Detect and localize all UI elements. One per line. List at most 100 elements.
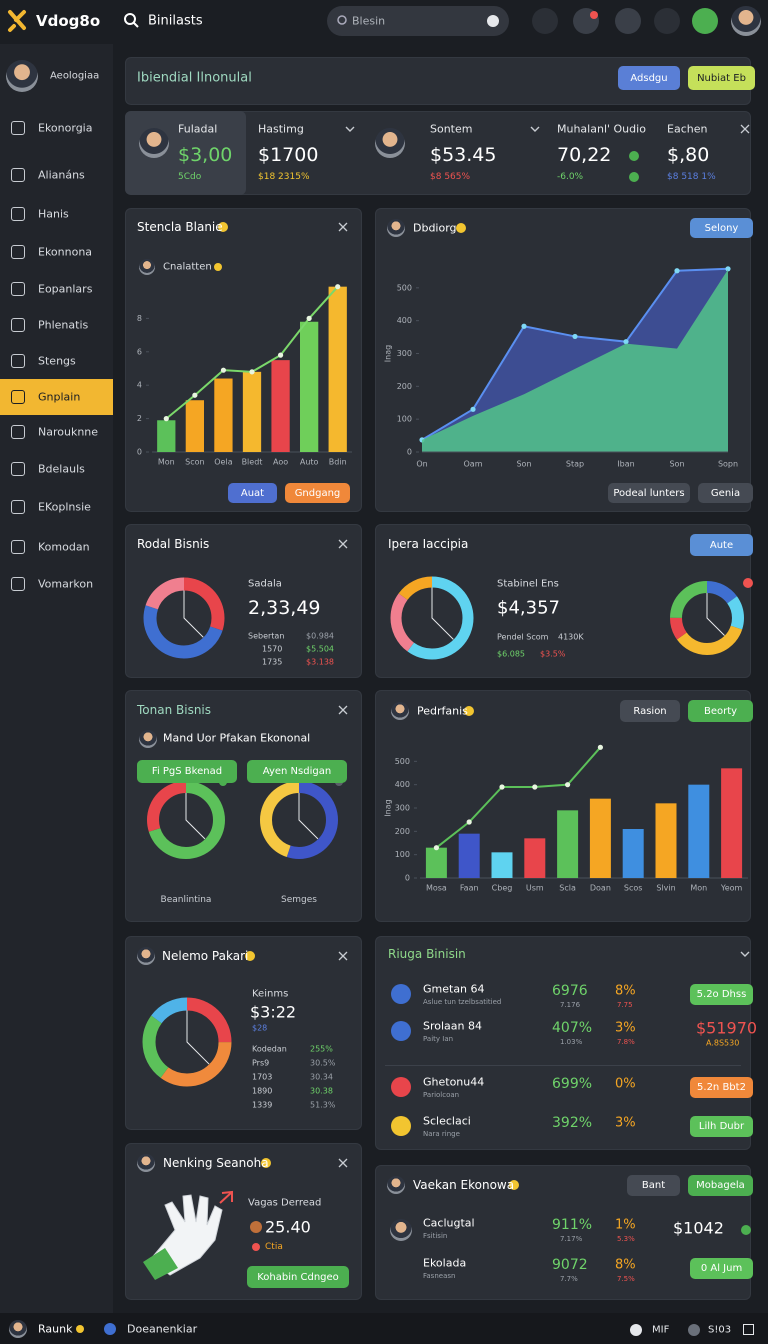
nav-item[interactable]: Stengs [38,354,76,368]
window-icon [743,1324,754,1335]
donut-divider [298,793,319,840]
row-share: 1% [615,1217,636,1233]
stat-value: $1700 [258,144,319,166]
nav-item[interactable]: Hanis [38,207,69,221]
button[interactable]: Nubiat Eb [688,66,755,90]
button[interactable]: Adsdgu [618,66,680,90]
y-tick-label: 2 [137,414,142,423]
metric-row-value: 30.34 [310,1072,333,1082]
button[interactable]: Ayen Nsdigan [247,760,347,783]
x-tick-label: Oam [464,460,483,469]
close-icon [338,951,348,961]
metric-value: $3:22 [250,1002,297,1022]
search-placeholder: Blesin [352,14,386,28]
row-sub: Fsitisin [423,1232,448,1240]
button[interactable]: Gndgang [285,483,350,503]
stat-change: -6.0% [557,172,584,182]
metric-label: Vagas Derread [248,1197,322,1209]
icon [245,951,255,961]
line-point [674,268,680,274]
x-tick-label: Scos [624,884,643,893]
button[interactable]: Podeal lunters [608,483,690,503]
nav-item[interactable]: Bdelauls [38,462,85,476]
button[interactable]: Selony [690,218,753,238]
x-tick-label: Mon [690,884,707,893]
avatar [391,702,409,720]
row-amount-sub: A.8S530 [706,1038,740,1048]
x-tick-label: Oela [214,458,232,467]
logo: Vdog8o [36,12,101,30]
button[interactable]: Beorty [688,700,753,722]
line-point [521,323,527,329]
button[interactable]: 0 Al Jum [690,1258,753,1279]
panel-title: Riuga Binisin [388,947,466,961]
nav-item[interactable]: Gnplain [38,390,81,404]
donut-divider [706,593,725,636]
metric-value: 2,33,49 [248,597,321,619]
button[interactable]: Mobagela [688,1175,753,1196]
nav-item[interactable]: Alianáns [38,168,85,182]
nav-item[interactable]: Eopanlars [38,282,93,296]
nav-icon [11,390,25,404]
nav-icon [11,425,25,439]
nav-item[interactable]: Komodan [38,540,90,554]
icon [104,1323,116,1335]
bar [458,833,480,878]
arrow-icon [219,1190,233,1204]
y-tick-label: 200 [395,827,410,836]
donut-divider [186,1010,210,1065]
row-share: 8% [615,983,636,999]
search-box[interactable] [327,6,509,36]
y-tick-label: 500 [395,757,410,766]
button[interactable]: Genia [698,483,753,503]
nav-item[interactable]: Ekonorgia [38,121,93,135]
button[interactable]: 5.2n Bbt2 [690,1077,753,1098]
header-title: Ibiendial Ilnonulal [137,70,252,86]
row-icon [391,1021,411,1041]
line-point [597,744,604,750]
panel-title: Dbdiorg [413,221,457,235]
button[interactable]: Aute [690,534,753,556]
nav-item[interactable]: Phlenatis [38,318,89,332]
y-tick-label: 8 [137,314,142,323]
x-tick-label: Scla [559,884,576,893]
bar [157,420,176,452]
row-sub: Paity Ian [423,1035,454,1043]
donut-segment [670,581,744,655]
stat-label: Fuladal [178,122,218,136]
icon [218,222,228,232]
button[interactable]: Rasion [620,700,680,722]
nav-item[interactable]: Vomarkon [38,577,94,591]
metric-sub: $28 [252,1023,268,1033]
nav-icon [11,577,25,591]
y-axis-label: Inag [384,345,393,362]
button[interactable]: 5.2o Dhss [690,984,753,1005]
row-name: Srolaan 84 [423,1019,482,1033]
donut-segment [143,577,225,659]
nav-item[interactable]: Ekonnona [38,245,93,259]
line-point [335,284,341,290]
button[interactable]: Auat [228,483,277,503]
stat-label: Sontem [430,122,473,136]
nav-icon [11,121,25,135]
line-point [433,845,439,851]
row-pct-sub: 1.03% [560,1038,583,1046]
logo-icon [8,10,26,32]
button[interactable]: Fi PgS Bkenad [137,760,237,783]
metric-row-label: 1890 [252,1086,273,1096]
toolbar-icon [654,8,680,34]
bar [242,371,262,452]
button[interactable]: Kohabin Cdngeo [247,1266,349,1288]
y-tick-label: 300 [397,349,412,358]
nav-icon [11,462,25,476]
page-title: Binilasts [148,13,203,29]
nav-item[interactable]: Narouknne [38,425,99,439]
row-pct: 6976 [552,983,588,999]
button[interactable]: Bant [627,1175,680,1196]
icon [250,1221,262,1233]
button[interactable]: Lilh Dubr [690,1116,753,1137]
nav-icon [11,168,25,182]
row-share-sub: 7.75 [617,1001,633,1009]
nav-item[interactable]: EKoplnsie [38,500,91,514]
chevron-icon [740,951,750,957]
